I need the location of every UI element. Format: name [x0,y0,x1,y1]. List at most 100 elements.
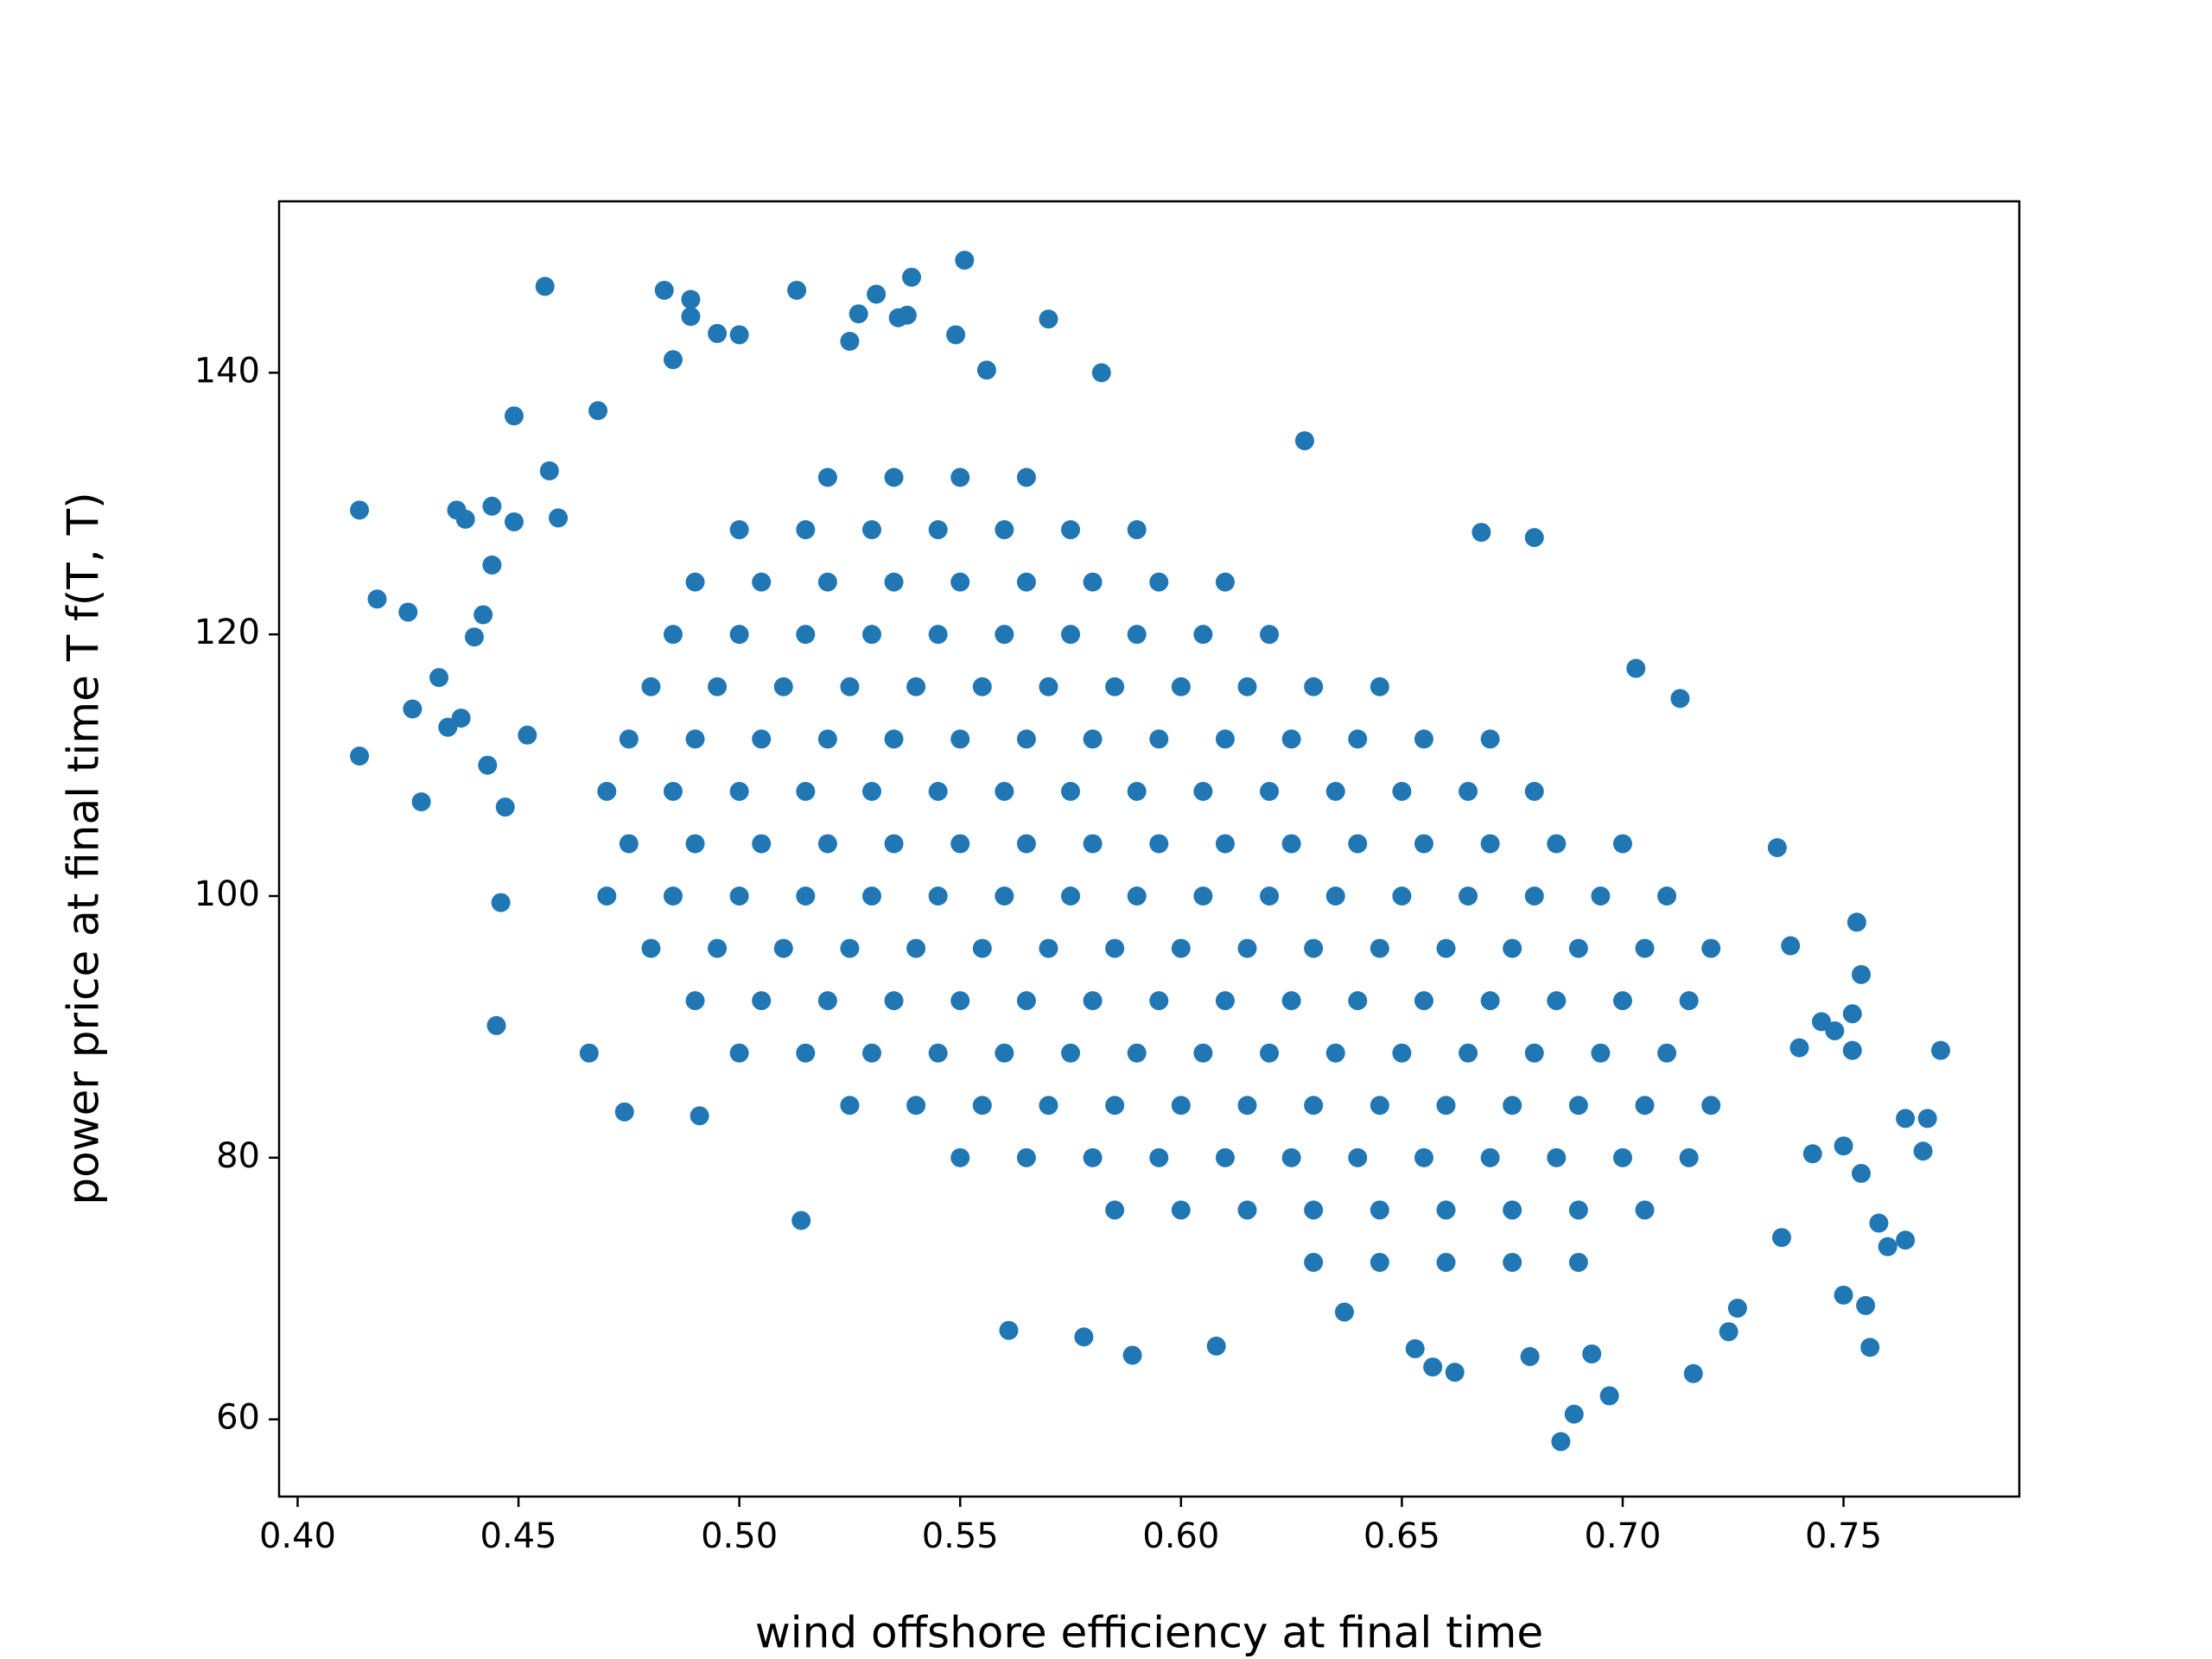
scatter-point [1193,1043,1213,1063]
scatter-point [1842,1004,1862,1024]
scatter-point [1913,1141,1933,1161]
scatter-point [1370,1096,1389,1116]
scatter-point [950,991,970,1011]
scatter-point [817,729,837,749]
scatter-point [1878,1236,1897,1256]
scatter-point [1206,1336,1226,1356]
scatter-point [995,1043,1014,1063]
scatter-point [787,280,807,300]
scatter-point [690,1106,709,1126]
scatter-point [1480,729,1500,749]
scatter-point [1503,1096,1522,1116]
scatter-point [1612,991,1632,1011]
scatter-point [681,307,701,327]
scatter-point [1524,887,1544,906]
scatter-point [999,1320,1019,1340]
scatter-point [464,627,484,647]
scatter-point [1215,572,1235,592]
scatter-point [1436,1096,1456,1116]
scatter-point [928,625,948,645]
scatter-point [474,605,493,625]
scatter-point [1635,1096,1655,1116]
scatter-point [1061,887,1081,906]
scatter-point [1260,887,1280,906]
scatter-point [1281,834,1301,854]
scatter-point [411,791,431,811]
scatter-point [654,280,674,300]
scatter-point [1612,1147,1632,1167]
scatter-point [1260,625,1280,645]
scatter-point [663,350,683,370]
scatter-point [1436,1200,1456,1220]
scatter-point [1149,834,1169,854]
scatter-point [1304,1200,1324,1220]
scatter-point [928,887,948,906]
scatter-point [1348,729,1368,749]
scatter-point [1568,1252,1588,1272]
scatter-point [928,1043,948,1063]
scatter-point [861,520,881,540]
scatter-point [403,699,423,719]
scatter-point [884,729,904,749]
scatter-point [1016,991,1036,1011]
scatter-point [1503,938,1522,958]
scatter-point [1679,991,1699,1011]
scatter-point [1719,1322,1738,1342]
scatter-point [708,677,728,696]
scatter-point [1771,1228,1791,1248]
scatter-point [1171,1200,1191,1220]
plot-area [350,251,1951,1452]
scatter-point [861,781,881,801]
scatter-point [729,325,749,345]
scatter-point [1847,912,1866,932]
scatter-point [840,677,860,696]
scatter-point [796,781,816,801]
scatter-point [663,625,683,645]
scatter-point [972,1096,992,1116]
scatter-point [1445,1363,1465,1382]
scatter-point [1171,938,1191,958]
scatter-point [451,709,471,728]
scatter-point [817,572,837,592]
scatter-point [1459,1043,1478,1063]
scatter-point [884,572,904,592]
scatter-point [1524,781,1544,801]
scatter-point [350,746,370,766]
y-tick-label: 100 [194,874,260,914]
scatter-point [518,725,537,745]
scatter-point [1860,1338,1880,1357]
scatter-point [1016,1147,1036,1167]
scatter-point [1083,991,1103,1011]
scatter-point [491,893,511,912]
scatter-point [884,991,904,1011]
scatter-point [1294,431,1314,451]
scatter-point [1657,1043,1677,1063]
scatter-point [1149,991,1169,1011]
scatter-point [619,834,639,854]
scatter-point [1869,1213,1889,1233]
scatter-point [1304,677,1324,696]
scatter-point [438,717,458,737]
scatter-point [663,887,683,906]
scatter-point [1260,781,1280,801]
scatter-point [950,572,970,592]
scatter-point [729,520,749,540]
scatter-point [1193,781,1213,801]
scatter-point [619,729,639,749]
scatter-point [1105,1096,1125,1116]
y-tick-label: 80 [216,1136,260,1176]
scatter-point [729,625,749,645]
scatter-point [1670,689,1690,709]
scatter-point [840,332,860,352]
scatter-point [1591,1043,1611,1063]
scatter-point [1657,887,1677,906]
scatter-point [1414,991,1433,1011]
scatter-point [906,677,926,696]
scatter-point [995,625,1014,645]
scatter-point [796,520,816,540]
scatter-point [950,1147,970,1167]
scatter-point [1281,991,1301,1011]
scatter-point [685,572,705,592]
scatter-point [504,406,524,426]
